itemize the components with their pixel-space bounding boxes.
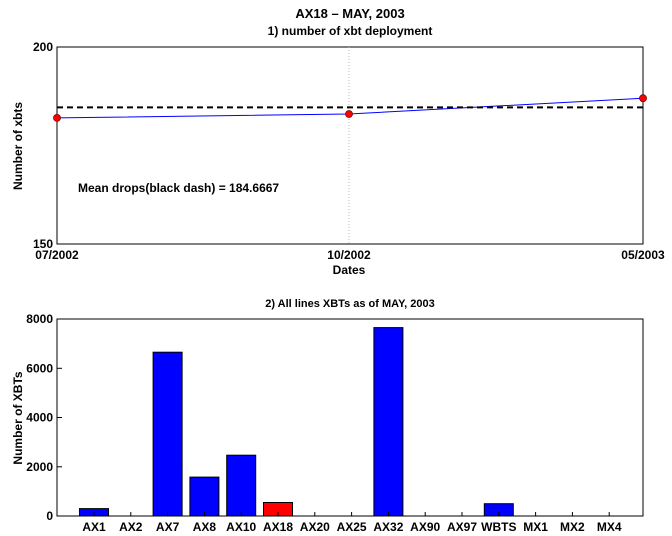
chart2-xtick-ax18: AX18 bbox=[263, 520, 293, 534]
chart2-ytick-4000: 4000 bbox=[26, 411, 53, 425]
chart2-ytick-8000: 8000 bbox=[26, 312, 53, 326]
chart2-xtick-ax90: AX90 bbox=[410, 520, 440, 534]
chart1-xtick-2: 05/2003 bbox=[621, 248, 665, 262]
chart1-point-1 bbox=[345, 110, 353, 118]
chart2-plot-area bbox=[56, 318, 644, 517]
chart2-xtick-mx4: MX4 bbox=[597, 520, 622, 534]
chart1-point-0 bbox=[53, 114, 61, 122]
chart2-xtick-ax10: AX10 bbox=[226, 520, 256, 534]
chart1-xlabel: Dates bbox=[333, 263, 366, 277]
chart1-ylabel: Number of xbts bbox=[11, 102, 25, 190]
chart2-xtick-ax25: AX25 bbox=[337, 520, 367, 534]
chart1-ytick-150: 150 bbox=[33, 237, 53, 251]
chart2-ylabel: Number of XBTs bbox=[11, 371, 25, 464]
chart2-ytick-6000: 6000 bbox=[26, 361, 53, 375]
chart2-xtick-wbts: WBTS bbox=[481, 520, 516, 534]
chart2-xtick-ax97: AX97 bbox=[447, 520, 477, 534]
chart1-annotation: Mean drops(black dash) = 184.6667 bbox=[78, 181, 279, 195]
chart2-bar-ax8 bbox=[189, 476, 220, 517]
chart2-bar-ax10 bbox=[226, 454, 257, 517]
chart2-title: 2) All lines XBTs as of MAY, 2003 bbox=[265, 298, 435, 310]
chart2-xtick-mx1: MX1 bbox=[523, 520, 548, 534]
chart1-plot-area bbox=[56, 46, 644, 245]
chart-1: 1) number of xbt deployment 200 150 07/2… bbox=[11, 24, 665, 277]
chart2-bar-ax7 bbox=[152, 351, 183, 517]
chart1-point-2 bbox=[639, 94, 647, 103]
chart2-bar-ax32 bbox=[373, 327, 404, 517]
chart2-xtick-mx2: MX2 bbox=[560, 520, 585, 534]
chart1-xtick-0: 07/2002 bbox=[35, 248, 79, 262]
chart-2: 2) All lines XBTs as of MAY, 2003 Number… bbox=[11, 298, 644, 534]
chart1-ytick-200: 200 bbox=[33, 40, 53, 54]
chart2-xtick-ax7: AX7 bbox=[156, 520, 180, 534]
figure-title: AX18 – MAY, 2003 bbox=[295, 6, 404, 21]
chart2-xtick-ax1: AX1 bbox=[82, 520, 106, 534]
chart2-xtick-ax8: AX8 bbox=[193, 520, 217, 534]
chart2-xtick-ax32: AX32 bbox=[373, 520, 403, 534]
chart1-title: 1) number of xbt deployment bbox=[268, 24, 433, 38]
chart2-xtick-ax2: AX2 bbox=[119, 520, 143, 534]
chart2-ytick-0: 0 bbox=[46, 509, 53, 523]
chart2-xtick-ax20: AX20 bbox=[300, 520, 330, 534]
chart2-ytick-2000: 2000 bbox=[26, 460, 53, 474]
chart1-xtick-1: 10/2002 bbox=[327, 248, 371, 262]
